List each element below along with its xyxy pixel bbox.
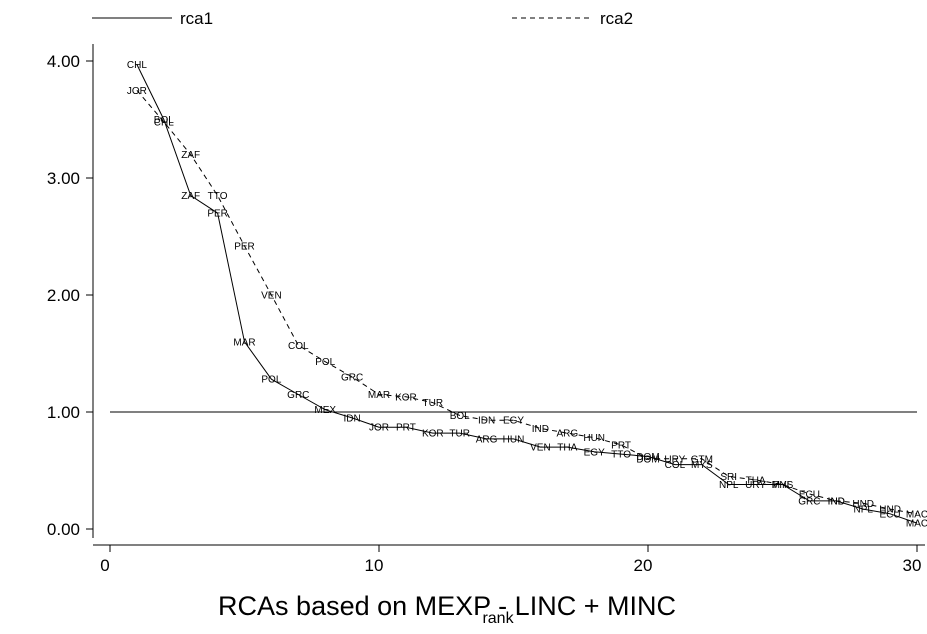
point-label-rca1: NPL (853, 505, 873, 516)
point-label-rca1: IDN (343, 413, 360, 424)
point-label-rca2: ZAF (181, 150, 200, 161)
point-label-rca2: ECU (799, 489, 820, 500)
y-tick-label: 0.00 (47, 520, 80, 539)
point-label-rca1: IND (828, 496, 845, 507)
legend-label-rca1: rca1 (180, 9, 213, 28)
point-label-rca2: SRI (720, 472, 737, 483)
point-label-rca1: COL (665, 460, 686, 471)
point-label-rca2: MAR (368, 390, 390, 401)
point-label-rca2: MAC (906, 509, 927, 520)
point-label-rca1: EGY (584, 447, 605, 458)
point-label-rca1: URY (745, 480, 766, 491)
point-label-rca2: EGY (503, 416, 524, 427)
point-label-rca2: POL (315, 357, 335, 368)
point-label-rca1: BOL (154, 115, 174, 126)
legend: rca1 rca2 (92, 9, 633, 28)
legend-label-rca2: rca2 (600, 9, 633, 28)
point-label-rca1: NPL (719, 480, 739, 491)
point-label-rca1: ECU (880, 509, 901, 520)
point-label-rca2: VEN (261, 291, 282, 302)
point-label-rca2: THA (746, 475, 766, 486)
point-label-rca1: PHL (773, 480, 793, 491)
point-label-rca1: TUR (449, 429, 470, 440)
y-tick-label: 2.00 (47, 286, 80, 305)
point-label-rca2: JOR (127, 86, 147, 97)
point-label-rca2: KOR (395, 392, 417, 403)
point-label-rca1: MAR (233, 337, 255, 348)
point-label-rca1: MEX (314, 405, 336, 416)
point-label-rca1: GRC (798, 496, 820, 507)
point-label-rca1: MYS (691, 460, 713, 471)
point-label-rca1: PRT (396, 423, 416, 434)
x-ticks: 0 10 20 30 (100, 545, 921, 575)
point-label-rca2: HUN (583, 433, 605, 444)
x-tick-label: 10 (365, 556, 384, 575)
series-line-rca2 (136, 89, 918, 515)
point-label-rca2: PRT (611, 440, 631, 451)
point-label-rca1: TTO (611, 450, 631, 461)
point-label-rca2: HND (879, 505, 901, 516)
point-label-rca2: URY (664, 454, 685, 465)
point-label-rca2: HND (852, 499, 874, 510)
point-label-rca1: HUN (503, 434, 525, 445)
y-tick-label: 3.00 (47, 169, 80, 188)
point-label-rca2: IND (828, 496, 845, 507)
point-label-rca1: PER (207, 209, 228, 220)
x-tick-label: 0 (100, 556, 109, 575)
point-label-rca1: VEN (530, 443, 551, 454)
point-label-rca2: DOM (636, 454, 659, 465)
point-label-rca2: TUR (423, 398, 444, 409)
point-label-rca2: TTO (208, 191, 228, 202)
point-label-rca1: MAC (906, 519, 927, 530)
x-axis-title: rank (482, 610, 514, 627)
point-label-rca2: GRC (341, 372, 363, 383)
point-label-rca1: KOR (422, 429, 444, 440)
point-label-rca2: CHL (154, 117, 174, 128)
y-tick-label: 1.00 (47, 403, 80, 422)
x-tick-label: 20 (634, 556, 653, 575)
point-label-rca2: IDN (478, 416, 495, 427)
point-label-rca1: CHL (127, 60, 147, 71)
point-label-rca1: ZAF (181, 191, 200, 202)
point-label-rca1: ARG (476, 434, 498, 445)
point-label-rca2: GTM (691, 454, 713, 465)
point-label-rca2: ARG (556, 429, 578, 440)
point-label-rca1: THA (557, 443, 577, 454)
point-label-rca1: JOR (369, 423, 389, 434)
point-label-rca2: PER (234, 241, 255, 252)
point-label-rca2: BOL (450, 411, 470, 422)
x-tick-label: 30 (903, 556, 922, 575)
point-label-rca2: COL (288, 341, 309, 352)
series-rca2: JOR CHL ZAF TTO PER VEN COL POL GRC MAR KOR TUR BOL I… (127, 86, 927, 521)
point-label-rca1: GRC (287, 390, 309, 401)
series-line-rca1 (136, 64, 918, 524)
chart-title: RCAs based on MEXP - LINC + MINC (218, 591, 676, 621)
y-tick-label: 4.00 (47, 52, 80, 71)
point-label-rca2: IND (532, 424, 549, 435)
y-ticks: 0.00 1.00 2.00 3.00 4.00 (47, 52, 93, 539)
point-label-rca1: DOM (636, 452, 659, 463)
point-label-rca2: MYS (772, 480, 794, 491)
point-label-rca1: POL (261, 375, 281, 386)
